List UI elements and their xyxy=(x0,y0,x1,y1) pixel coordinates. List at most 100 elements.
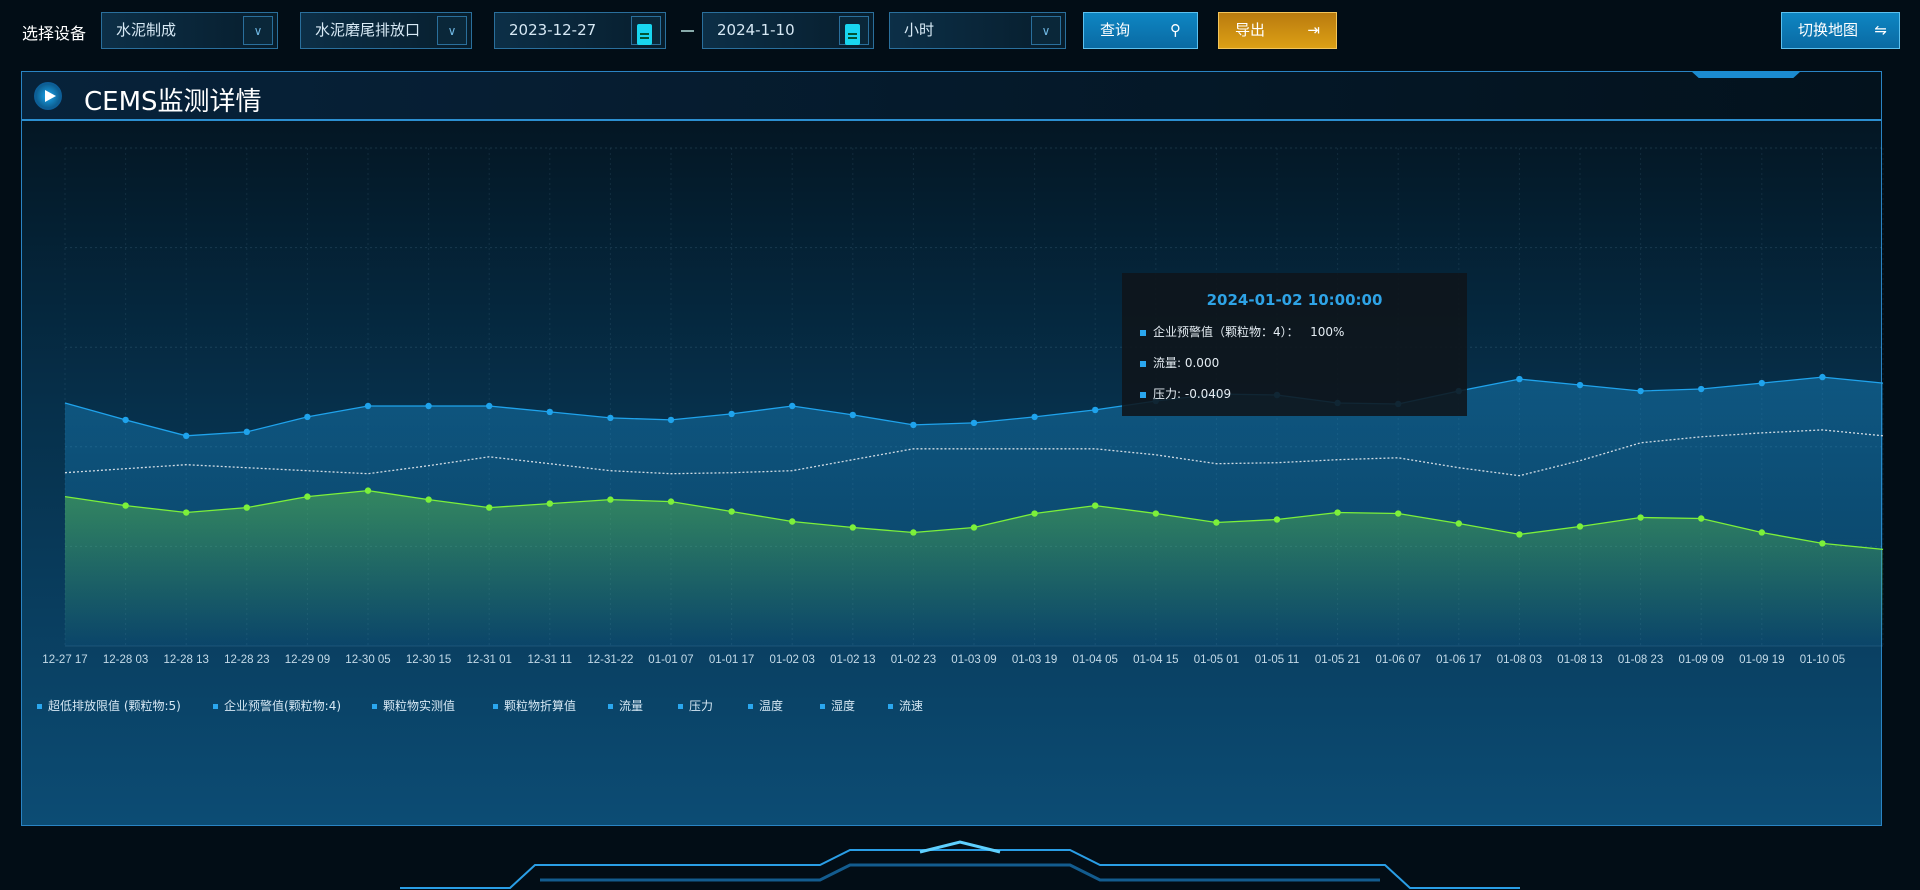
legend-item[interactable]: 颗粒物折算值 xyxy=(493,697,576,714)
data-point xyxy=(1516,375,1523,383)
data-point xyxy=(789,402,796,410)
data-point xyxy=(849,411,856,419)
data-point xyxy=(970,524,978,531)
legend-label: 超低排放限值 (颗粒物:5) xyxy=(48,699,181,713)
company-select[interactable]: 水泥制成 ∨ xyxy=(101,12,278,49)
data-point xyxy=(243,428,250,436)
legend-item[interactable]: 温度 xyxy=(748,697,783,714)
date-range-separator xyxy=(681,30,694,32)
query-button[interactable]: 查询 ⚲ xyxy=(1083,12,1198,49)
legend-item[interactable]: 超低排放限值 (颗粒物:5) xyxy=(37,697,181,714)
data-point xyxy=(1455,520,1463,527)
data-point xyxy=(667,498,675,505)
x-tick-label: 01-02 23 xyxy=(891,654,936,666)
bullet-icon xyxy=(1140,391,1146,398)
export-button[interactable]: 导出 ⇥ xyxy=(1218,12,1337,49)
legend-label: 湿度 xyxy=(831,699,856,713)
x-tick-label: 12-30 05 xyxy=(345,654,390,666)
legend-marker-icon xyxy=(37,704,42,709)
switch-map-button[interactable]: 切换地图 ⇋ xyxy=(1781,12,1900,49)
data-point xyxy=(1576,523,1584,530)
legend-marker-icon xyxy=(493,704,498,709)
legend-item[interactable]: 压力 xyxy=(678,697,713,714)
legend-marker-icon xyxy=(748,704,753,709)
toolbar: 选择设备 水泥制成 ∨ 水泥磨尾排放口 ∨ 2023-12-27 2024-1-10… xyxy=(0,0,1920,60)
legend-item[interactable]: 流量 xyxy=(608,697,643,714)
data-point xyxy=(849,524,856,531)
play-icon xyxy=(34,82,62,110)
x-tick-label: 12-31 11 xyxy=(528,654,573,666)
calendar-icon-wrap xyxy=(839,16,869,45)
x-tick-label: 01-05 01 xyxy=(1194,654,1239,666)
legend-label: 颗粒物实测值 xyxy=(383,699,456,713)
search-icon: ⚲ xyxy=(1170,21,1181,39)
calendar-icon-wrap xyxy=(631,16,661,45)
series-area-green xyxy=(65,490,1883,646)
start-date-input[interactable]: 2023-12-27 xyxy=(494,12,666,49)
swap-icon: ⇋ xyxy=(1874,21,1887,39)
data-point xyxy=(1819,540,1826,547)
outlet-select[interactable]: 水泥磨尾排放口 ∨ xyxy=(300,12,472,49)
legend-label: 压力 xyxy=(689,699,714,713)
x-tick-label: 01-10 05 xyxy=(1800,654,1845,666)
x-tick-label: 01-06 17 xyxy=(1436,654,1481,666)
data-point xyxy=(1516,531,1523,538)
data-point xyxy=(304,493,311,500)
header-decoration xyxy=(1691,71,1801,78)
x-tick-label: 01-05 21 xyxy=(1315,654,1360,666)
data-point xyxy=(425,402,432,410)
bullet-icon xyxy=(1140,360,1146,367)
x-tick-label: 01-05 11 xyxy=(1255,654,1300,666)
data-point xyxy=(122,416,129,424)
calendar-icon xyxy=(637,24,652,45)
data-point xyxy=(304,413,311,421)
data-point xyxy=(486,402,493,410)
tooltip-row: 流量: 0.000 xyxy=(1140,354,1467,371)
data-point xyxy=(243,504,250,511)
interval-select[interactable]: 小时 ∨ xyxy=(889,12,1066,49)
legend-label: 企业预警值(颗粒物:4) xyxy=(224,699,342,713)
legend-marker-icon xyxy=(820,704,825,709)
data-point xyxy=(183,432,190,440)
data-point xyxy=(1273,516,1281,523)
legend-item[interactable]: 流速 xyxy=(888,697,923,714)
legend-marker-icon xyxy=(678,704,683,709)
tooltip-title: 2024-01-02 10:00:00 xyxy=(1206,291,1383,309)
x-tick-label: 01-08 23 xyxy=(1618,654,1663,666)
legend-item[interactable]: 湿度 xyxy=(820,697,855,714)
data-point xyxy=(183,509,190,516)
data-point xyxy=(1698,515,1705,522)
data-point xyxy=(1576,381,1584,389)
legend-marker-icon xyxy=(608,704,613,709)
x-tick-label: 01-04 05 xyxy=(1072,654,1117,666)
calendar-icon xyxy=(845,24,860,45)
panel-header: CEMS监测详情 xyxy=(22,71,1881,121)
legend-marker-icon xyxy=(372,704,377,709)
data-point xyxy=(728,410,735,418)
chevron-down-icon: ∨ xyxy=(1031,16,1061,45)
data-point xyxy=(789,518,796,525)
data-point xyxy=(1152,510,1160,517)
data-point xyxy=(486,504,493,511)
end-date-input[interactable]: 2024-1-10 xyxy=(702,12,874,49)
x-tick-label: 12-28 03 xyxy=(103,654,148,666)
tooltip-row-text: 压力: -0.0409 xyxy=(1153,387,1232,401)
data-point xyxy=(1758,379,1766,387)
x-tick-label: 01-04 15 xyxy=(1133,654,1178,666)
interval-select-value: 小时 xyxy=(904,21,935,39)
end-date-value: 2024-1-10 xyxy=(717,21,795,39)
chevron-down-icon: ∨ xyxy=(437,16,467,45)
data-point xyxy=(425,496,432,503)
x-tick-label: 01-09 09 xyxy=(1678,654,1723,666)
legend-label: 颗粒物折算值 xyxy=(504,699,577,713)
start-date-value: 2023-12-27 xyxy=(509,21,597,39)
data-point xyxy=(122,502,129,509)
device-label: 选择设备 xyxy=(22,24,87,43)
x-tick-label: 12-27 17 xyxy=(42,654,87,666)
x-tick-label: 01-01 17 xyxy=(709,654,754,666)
legend-item[interactable]: 企业预警值(颗粒物:4) xyxy=(213,697,341,714)
tooltip-row-text: 企业预警值（颗粒物：4）： 100% xyxy=(1153,325,1345,339)
legend-item[interactable]: 颗粒物实测值 xyxy=(372,697,455,714)
x-tick-label: 01-08 13 xyxy=(1557,654,1602,666)
